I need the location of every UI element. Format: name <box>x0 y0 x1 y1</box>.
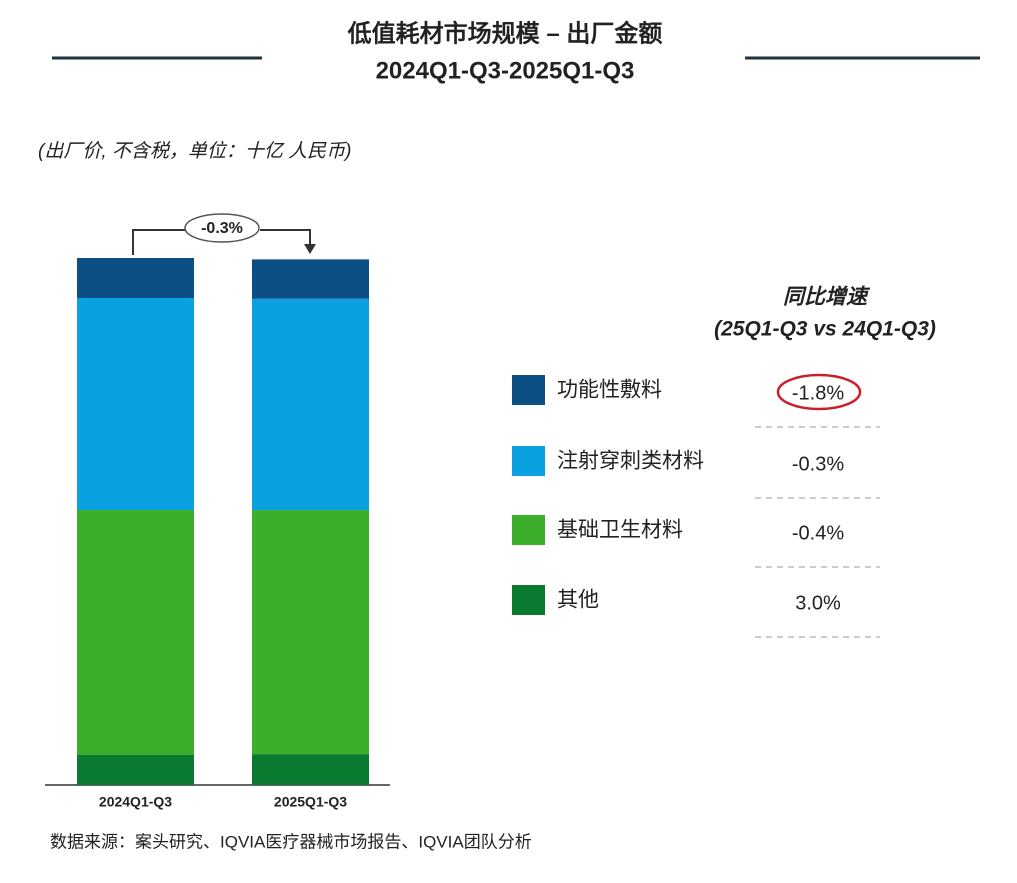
legend-swatch <box>512 515 545 545</box>
bar-segment <box>252 754 369 785</box>
change-bracket <box>132 229 311 255</box>
unit-note: (出厂价, 不含税，单位：十亿 人民币) <box>38 140 352 162</box>
legend-label: 注射穿刺类材料 <box>557 450 704 473</box>
chart-subtitle: 2024Q1-Q3-2025Q1-Q3 <box>376 57 635 84</box>
x-tick-label: 2024Q1-Q3 <box>99 794 172 810</box>
bar-segment <box>252 298 369 511</box>
bar-segment <box>77 510 194 755</box>
chart-title: 低值耗材市场规模 – 出厂金额 <box>347 19 663 47</box>
legend-swatch <box>512 585 545 615</box>
legend-label: 功能性敷料 <box>557 379 662 402</box>
growth-value: 3.0% <box>795 592 841 614</box>
bar-segment <box>77 258 194 298</box>
bar-segment <box>77 755 194 785</box>
change-bubble <box>184 213 260 243</box>
bar-segment <box>252 510 369 755</box>
x-tick-label: 2025Q1-Q3 <box>274 794 347 810</box>
change-arrow <box>304 244 316 254</box>
growth-value: -0.4% <box>792 522 844 544</box>
bar-segment <box>77 298 194 510</box>
growth-value: -0.3% <box>792 453 844 475</box>
legend-label: 其他 <box>557 589 599 612</box>
bar-segment <box>252 259 369 299</box>
highlight-circle <box>776 373 862 411</box>
legend-swatch <box>512 375 545 405</box>
growth-value: -1.8% <box>792 382 844 404</box>
legend-label: 基础卫生材料 <box>557 519 683 542</box>
legend-swatch <box>512 446 545 476</box>
growth-subtitle: (25Q1-Q3 vs 24Q1-Q3) <box>714 318 936 341</box>
change-annotation: -0.3% <box>201 220 243 237</box>
growth-title: 同比增速 <box>783 285 871 309</box>
source-note: 数据来源：案头研究、IQVIA医疗器械市场报告、IQVIA团队分析 <box>50 832 532 851</box>
